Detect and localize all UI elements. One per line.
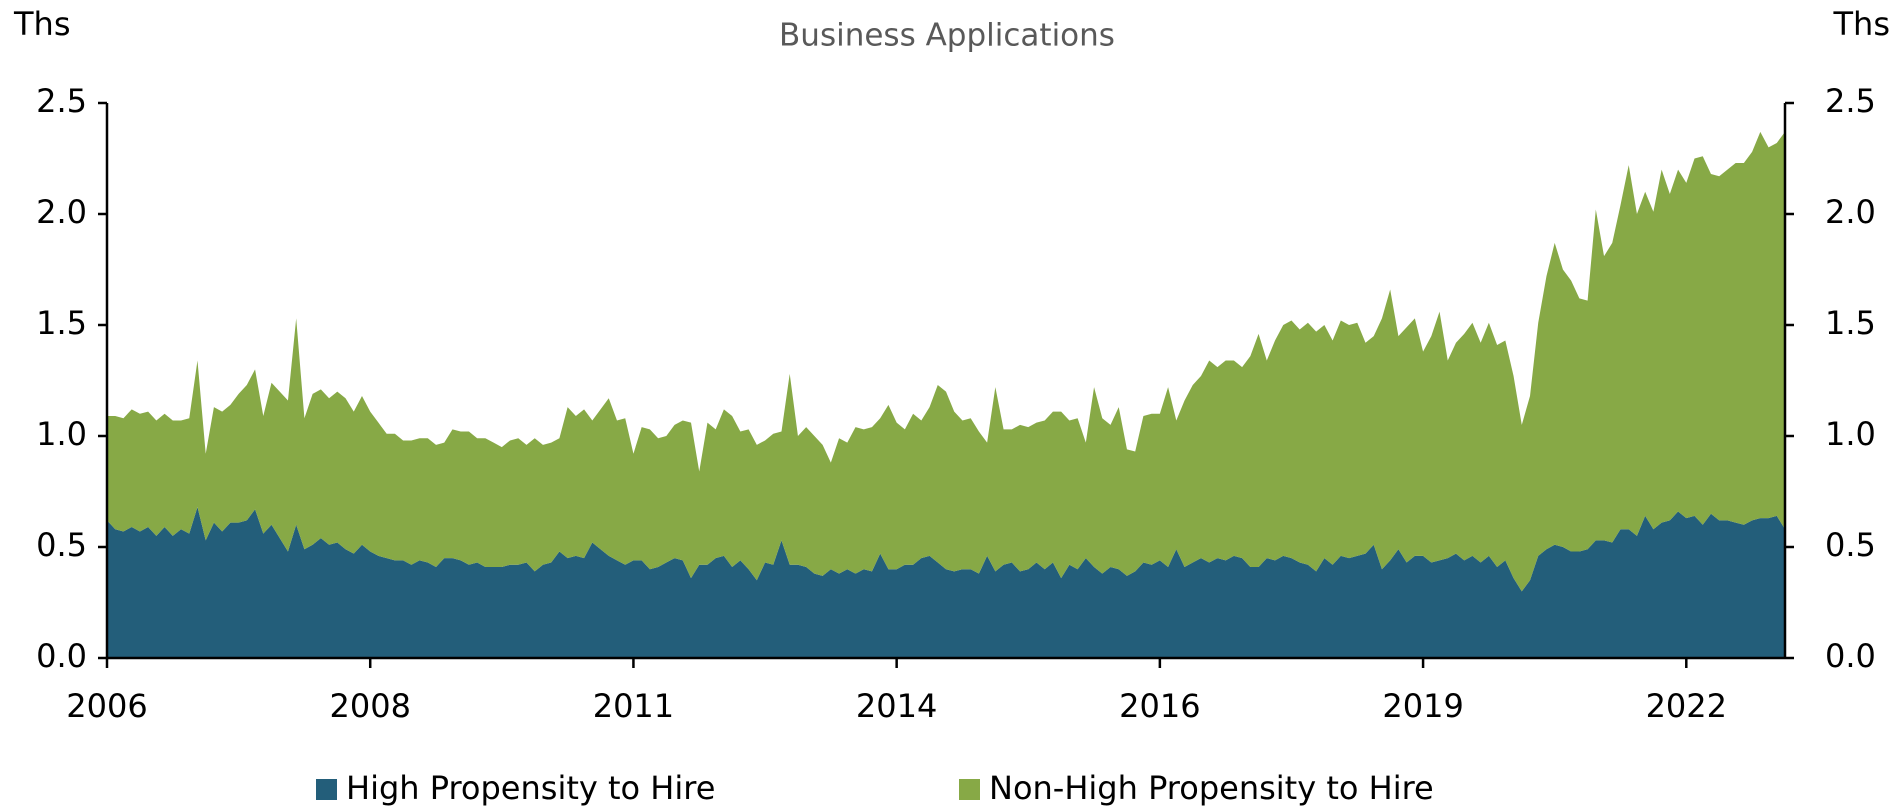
- y2-tick-label: 0.0: [1825, 637, 1876, 675]
- area: [107, 131, 1785, 592]
- x-tick-label: 2019: [1382, 687, 1463, 725]
- y-tick-label: 0.0: [36, 637, 87, 675]
- y2-tick-label: 0.5: [1825, 526, 1876, 564]
- y2-tick-label: 1.5: [1825, 304, 1876, 342]
- legend-label: High Propensity to Hire: [346, 769, 715, 807]
- y-tick-label: 0.5: [36, 526, 87, 564]
- x-tick-label: 2016: [1119, 687, 1200, 725]
- y-tick-label: 1.5: [36, 304, 87, 342]
- chart-title: Business Applications: [779, 18, 1115, 54]
- legend-label: Non-High Propensity to Hire: [989, 769, 1434, 807]
- x-tick-label: 2011: [593, 687, 674, 725]
- legend-swatch: [316, 779, 337, 800]
- y2-tick-label: 1.0: [1825, 415, 1876, 453]
- x-tick-label: 2014: [856, 687, 937, 725]
- y-tick-label: 1.0: [36, 415, 87, 453]
- y2-tick-label: 2.5: [1825, 82, 1876, 120]
- legend-swatch: [959, 779, 980, 800]
- x-tick-label: 2022: [1646, 687, 1727, 725]
- y-axis-label: Ths: [13, 5, 71, 43]
- y2-axis-label: Ths: [1833, 5, 1891, 43]
- y-tick-label: 2.0: [36, 193, 87, 231]
- x-tick-label: 2008: [329, 687, 410, 725]
- x-tick-label: 2006: [66, 687, 147, 725]
- y-tick-label: 2.5: [36, 82, 87, 120]
- area: [107, 507, 1785, 658]
- y2-tick-label: 2.0: [1825, 193, 1876, 231]
